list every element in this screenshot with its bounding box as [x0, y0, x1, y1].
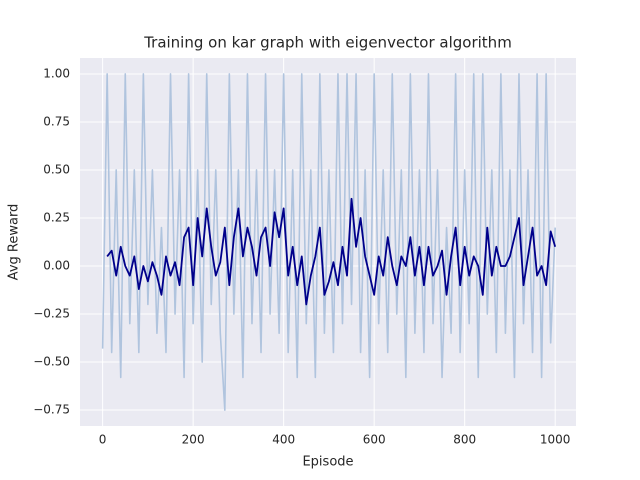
series-line [106, 197, 557, 306]
y-tick-label: 0.50 [43, 162, 70, 176]
y-tick-label: −0.25 [33, 307, 70, 321]
x-tick-label: 600 [363, 433, 386, 447]
y-tick-label: −0.75 [33, 403, 70, 417]
y-axis-label: Avg Reward [7, 204, 22, 281]
x-axis-label: Episode [302, 455, 353, 470]
y-tick-label: 1.00 [43, 66, 70, 80]
x-tick-label: 1000 [540, 433, 571, 447]
x-tick-label: 400 [272, 433, 295, 447]
chart-title: Training on kar graph with eigenvector a… [143, 34, 512, 52]
x-tick-label: 0 [99, 433, 107, 447]
x-tick-label: 800 [453, 433, 476, 447]
y-tick-label: 0.00 [43, 259, 70, 273]
y-tick-label: 0.75 [43, 114, 70, 128]
y-tick-label: 0.25 [43, 210, 70, 224]
y-tick-label: −0.50 [33, 355, 70, 369]
x-tick-label: 200 [182, 433, 205, 447]
